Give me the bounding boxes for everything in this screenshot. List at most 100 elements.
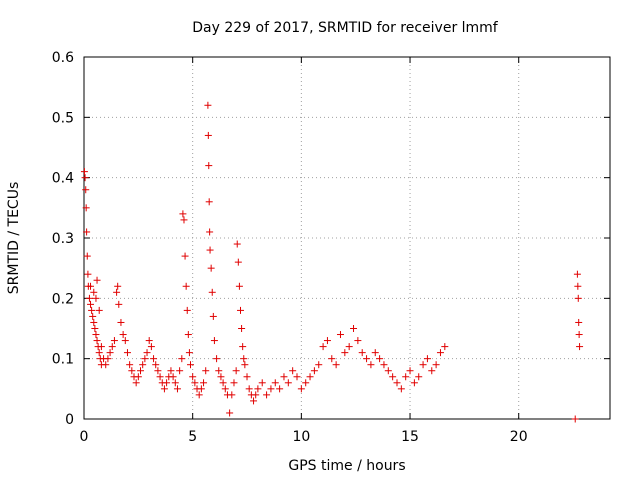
data-point — [92, 331, 100, 339]
data-point — [573, 270, 581, 278]
y-tick-label: 0 — [65, 412, 74, 428]
data-point — [189, 373, 197, 381]
data-point — [239, 343, 247, 351]
data-point — [132, 379, 140, 387]
data-point — [250, 397, 258, 405]
data-point — [150, 355, 158, 363]
data-point — [81, 174, 89, 182]
y-tick-label: 0.1 — [52, 352, 74, 368]
data-point — [574, 294, 582, 302]
data-point — [106, 349, 114, 357]
data-point — [187, 361, 195, 369]
data-point — [332, 361, 340, 369]
data-point — [363, 355, 371, 363]
data-point — [167, 367, 175, 375]
data-point — [254, 385, 262, 393]
data-point — [289, 367, 297, 375]
data-point — [137, 367, 145, 375]
data-point — [236, 306, 244, 314]
data-point — [102, 361, 110, 369]
data-point — [171, 379, 179, 387]
data-point — [575, 331, 583, 339]
data-point — [115, 300, 123, 308]
y-tick-label: 0.3 — [52, 231, 74, 247]
data-point — [195, 391, 203, 399]
data-point — [93, 276, 101, 284]
data-point — [397, 385, 405, 393]
data-point — [341, 349, 349, 357]
data-point — [197, 385, 205, 393]
data-point — [284, 379, 292, 387]
data-point — [263, 391, 271, 399]
data-point — [328, 355, 336, 363]
data-point — [384, 367, 392, 375]
plot-frame — [83, 56, 611, 420]
data-point — [323, 337, 331, 345]
data-point — [204, 101, 212, 109]
data-point — [207, 264, 215, 272]
data-point — [232, 367, 240, 375]
data-point — [93, 337, 101, 345]
data-point — [83, 228, 91, 236]
y-axis-label: SRMTID / TECUs — [6, 182, 22, 295]
data-point — [163, 379, 171, 387]
data-point — [204, 131, 212, 139]
data-point — [84, 270, 92, 278]
data-point — [180, 216, 188, 224]
data-point — [350, 325, 358, 332]
data-point — [315, 361, 323, 369]
x-tick-label: 15 — [401, 429, 419, 445]
data-point — [119, 331, 127, 339]
data-point — [117, 318, 125, 326]
data-point — [393, 379, 401, 387]
data-point — [206, 246, 214, 254]
data-point — [406, 367, 414, 375]
data-point — [402, 373, 410, 381]
data-point — [371, 349, 379, 357]
x-tick-label: 20 — [510, 429, 528, 445]
data-point — [202, 367, 210, 375]
x-tick-label: 10 — [292, 429, 310, 445]
data-point — [90, 288, 98, 296]
data-point — [176, 367, 184, 375]
data-point — [145, 337, 153, 345]
data-point — [276, 385, 284, 393]
data-point — [336, 331, 344, 339]
data-point — [184, 331, 192, 339]
data-point — [210, 337, 218, 345]
data-point — [95, 306, 103, 314]
data-point — [354, 337, 362, 345]
data-point — [217, 373, 225, 381]
data-point — [205, 162, 213, 170]
data-point — [410, 379, 418, 387]
data-point — [271, 379, 279, 387]
data-point — [128, 367, 136, 375]
data-point — [571, 415, 579, 423]
data-point — [235, 282, 243, 290]
data-point — [241, 361, 249, 369]
data-point — [83, 252, 91, 260]
data-point — [428, 367, 436, 375]
y-tick-label: 0.5 — [52, 110, 74, 126]
data-point — [234, 258, 242, 266]
data-point — [179, 210, 187, 218]
data-point — [183, 306, 191, 314]
data-point — [221, 385, 229, 393]
data-point — [252, 391, 260, 399]
data-point — [134, 373, 142, 381]
data-point — [243, 373, 251, 381]
data-point — [123, 349, 131, 357]
data-point — [154, 367, 162, 375]
data-point — [228, 391, 236, 399]
data-point — [238, 325, 246, 332]
data-point — [306, 373, 314, 381]
data-point — [441, 343, 449, 351]
data-point — [126, 361, 134, 369]
data-point — [185, 349, 193, 357]
data-point — [141, 355, 149, 363]
y-tick-label: 0.6 — [52, 50, 74, 66]
data-point — [156, 373, 164, 381]
data-point — [113, 288, 121, 296]
data-point — [104, 355, 112, 363]
